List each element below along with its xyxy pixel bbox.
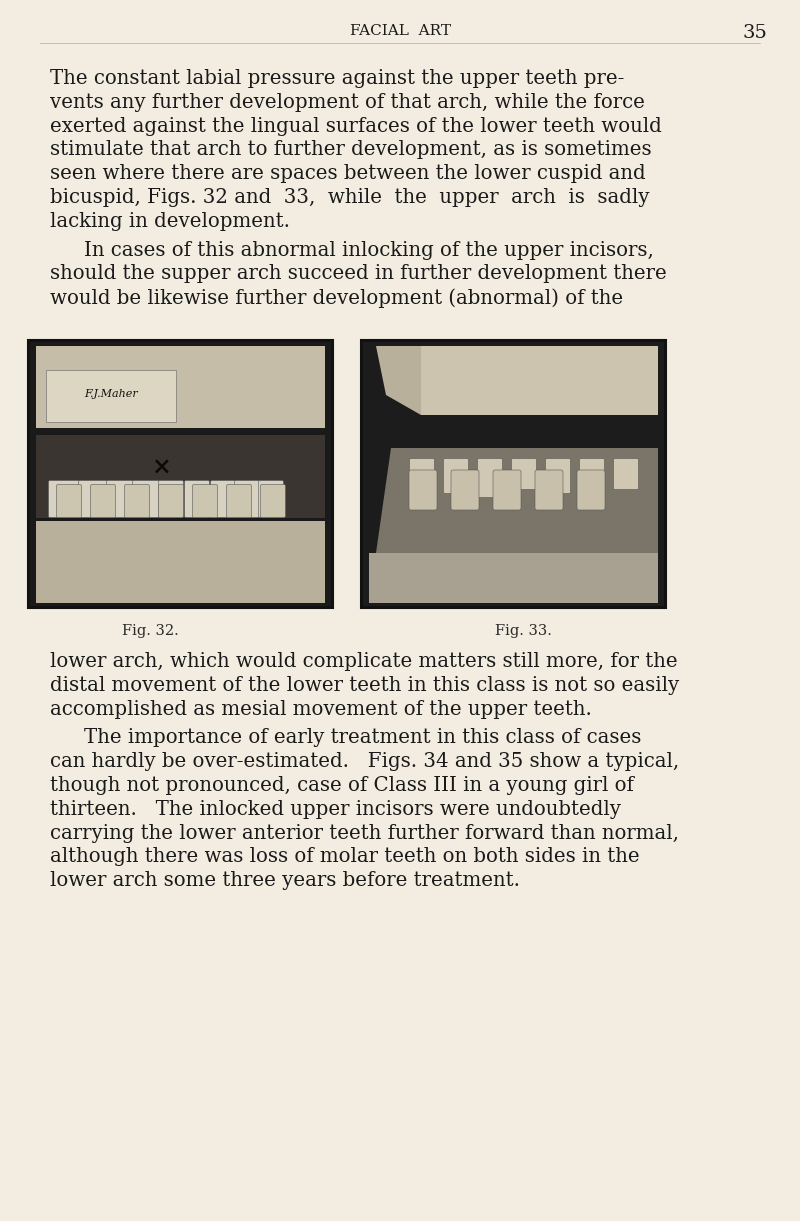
FancyBboxPatch shape: [49, 481, 79, 518]
FancyBboxPatch shape: [409, 470, 437, 510]
Text: exerted against the lingual surfaces of the lower teeth would: exerted against the lingual surfaces of …: [50, 116, 662, 136]
Bar: [361, 339, 666, 608]
Text: lower arch, which would complicate matters still more, for the: lower arch, which would complicate matte…: [50, 652, 678, 672]
Bar: [28, 339, 333, 608]
Text: can hardly be over-estimated.   Figs. 34 and 35 show a typical,: can hardly be over-estimated. Figs. 34 a…: [50, 752, 679, 772]
FancyBboxPatch shape: [234, 481, 259, 518]
FancyBboxPatch shape: [546, 459, 570, 493]
FancyBboxPatch shape: [579, 459, 605, 497]
Bar: [363, 342, 664, 606]
Polygon shape: [376, 448, 658, 553]
FancyBboxPatch shape: [158, 485, 183, 518]
Text: should the supper arch succeed in further development there: should the supper arch succeed in furthe…: [50, 265, 666, 283]
FancyBboxPatch shape: [78, 481, 107, 518]
FancyBboxPatch shape: [614, 459, 638, 490]
FancyBboxPatch shape: [410, 459, 434, 490]
Text: would be likewise further development (abnormal) of the: would be likewise further development (a…: [50, 288, 623, 308]
FancyBboxPatch shape: [57, 485, 82, 518]
Polygon shape: [421, 346, 658, 415]
Text: distal movement of the lower teeth in this class is not so easily: distal movement of the lower teeth in th…: [50, 675, 679, 695]
Bar: [36, 521, 325, 603]
FancyBboxPatch shape: [443, 459, 469, 493]
Text: 35: 35: [742, 24, 767, 42]
Text: seen where there are spaces between the lower cuspid and: seen where there are spaces between the …: [50, 164, 646, 183]
FancyBboxPatch shape: [258, 481, 283, 518]
FancyBboxPatch shape: [577, 470, 605, 510]
Text: thirteen.   The inlocked upper incisors were undoubtedly: thirteen. The inlocked upper incisors we…: [50, 800, 621, 819]
Text: stimulate that arch to further development, as is sometimes: stimulate that arch to further developme…: [50, 140, 652, 160]
FancyBboxPatch shape: [185, 481, 210, 518]
FancyBboxPatch shape: [193, 485, 218, 518]
Text: although there was loss of molar teeth on both sides in the: although there was loss of molar teeth o…: [50, 847, 640, 867]
FancyBboxPatch shape: [90, 485, 115, 518]
Text: lower arch some three years before treatment.: lower arch some three years before treat…: [50, 872, 520, 890]
FancyBboxPatch shape: [493, 470, 521, 510]
Text: The importance of early treatment in this class of cases: The importance of early treatment in thi…: [84, 729, 642, 747]
Text: Fig. 33.: Fig. 33.: [495, 624, 552, 639]
FancyBboxPatch shape: [210, 481, 235, 518]
FancyBboxPatch shape: [451, 470, 479, 510]
Text: ×: ×: [152, 455, 172, 480]
Bar: [36, 435, 325, 518]
FancyBboxPatch shape: [535, 470, 563, 510]
Text: The constant labial pressure against the upper teeth pre-: The constant labial pressure against the…: [50, 70, 624, 88]
FancyBboxPatch shape: [478, 459, 502, 497]
FancyBboxPatch shape: [226, 485, 251, 518]
Text: though not pronounced, case of Class III in a young girl of: though not pronounced, case of Class III…: [50, 777, 634, 795]
Text: lacking in development.: lacking in development.: [50, 211, 290, 231]
Text: Fig. 32.: Fig. 32.: [122, 624, 179, 639]
Text: vents any further development of that arch, while the force: vents any further development of that ar…: [50, 93, 645, 112]
Text: accomplished as mesial movement of the upper teeth.: accomplished as mesial movement of the u…: [50, 700, 592, 719]
Text: F.J.Maher: F.J.Maher: [84, 389, 138, 399]
Text: FACIAL  ART: FACIAL ART: [350, 24, 450, 38]
FancyBboxPatch shape: [106, 481, 134, 518]
Bar: [46, 370, 176, 422]
Bar: [30, 342, 331, 606]
FancyBboxPatch shape: [261, 485, 286, 518]
FancyBboxPatch shape: [125, 485, 150, 518]
Text: In cases of this abnormal inlocking of the upper incisors,: In cases of this abnormal inlocking of t…: [84, 241, 654, 260]
FancyBboxPatch shape: [158, 481, 183, 518]
FancyBboxPatch shape: [511, 459, 537, 490]
Text: carrying the lower anterior teeth further forward than normal,: carrying the lower anterior teeth furthe…: [50, 824, 679, 842]
Polygon shape: [376, 346, 421, 415]
Bar: [369, 553, 658, 603]
Text: bicuspid, Figs. 32 and  33,  while  the  upper  arch  is  sadly: bicuspid, Figs. 32 and 33, while the upp…: [50, 188, 650, 208]
FancyBboxPatch shape: [133, 481, 159, 518]
Bar: [36, 346, 325, 429]
